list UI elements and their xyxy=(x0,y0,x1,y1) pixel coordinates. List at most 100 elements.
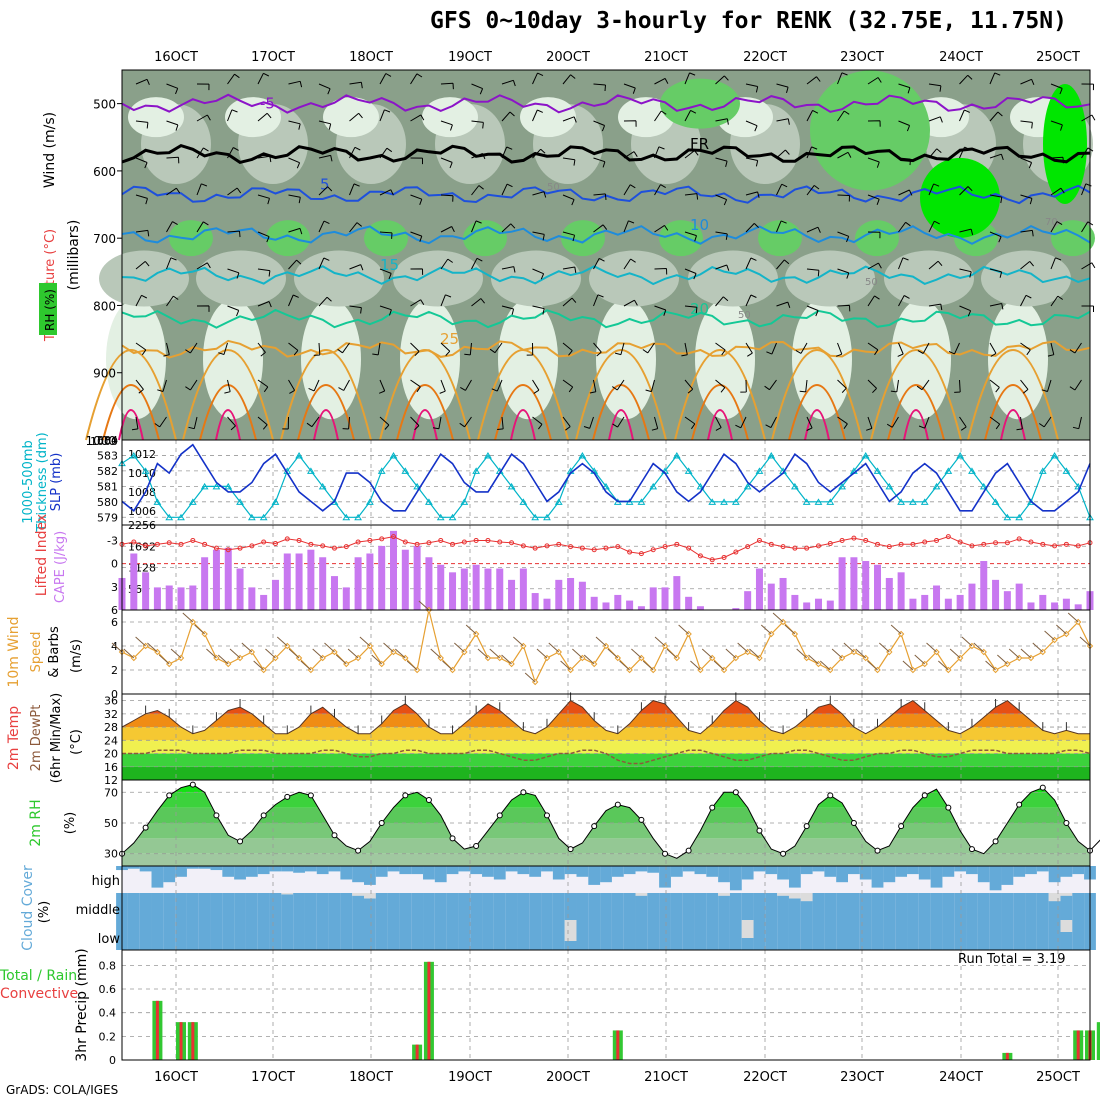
wind-barb xyxy=(157,379,167,392)
thickness-point xyxy=(484,451,492,459)
wind-barb xyxy=(562,266,577,273)
wind-barb xyxy=(867,231,881,239)
wind-barb xyxy=(654,146,665,159)
surface-wind-barb xyxy=(265,648,276,659)
cape-bar xyxy=(390,530,398,610)
middle-cloud-bar xyxy=(340,893,353,920)
wind-barb xyxy=(282,416,289,430)
wind-barb xyxy=(166,257,177,270)
thickness-point xyxy=(909,498,917,505)
wind-barb xyxy=(196,83,210,91)
lifted-index-point xyxy=(438,537,444,543)
wind-barb xyxy=(928,183,940,196)
temp-color-band xyxy=(122,740,1090,754)
isotherm-30 xyxy=(477,349,569,441)
low-cloud-bar xyxy=(729,920,742,950)
surface-wind-barb xyxy=(666,648,678,659)
high-cloud-bar xyxy=(1072,866,1085,875)
isotherm-40 xyxy=(1000,409,1026,441)
cloud-axis-label: Cloud Cover xyxy=(20,865,36,951)
low-cloud-bar xyxy=(600,920,612,950)
surface-wind-barb xyxy=(465,624,477,635)
wind-barb xyxy=(989,194,1003,204)
surface-wind-barb xyxy=(701,648,713,659)
high-cloud-bar xyxy=(234,866,246,880)
lifted-index-point xyxy=(756,537,762,543)
rh-moist-blob xyxy=(884,250,974,307)
wind-barb xyxy=(623,184,636,196)
wind-barb xyxy=(867,157,880,168)
middle-cloud-bar xyxy=(623,893,636,920)
wind-barb xyxy=(318,154,333,162)
cape-bar xyxy=(1074,604,1082,610)
wind-barb xyxy=(166,221,178,233)
rh-point xyxy=(968,846,975,853)
top-date-label: 20OCT xyxy=(546,50,590,65)
temp-tick-label: 32 xyxy=(104,708,118,721)
wind-barb xyxy=(440,294,452,307)
wind-barb xyxy=(257,268,271,277)
rh-humid-blob xyxy=(659,220,703,257)
wind-barb xyxy=(306,416,320,428)
high-cloud-bar xyxy=(670,866,683,877)
high-cloud-bar xyxy=(281,866,294,872)
wind-barb xyxy=(410,73,423,85)
rh-moist-blob xyxy=(294,250,384,307)
surface-wind-barb xyxy=(949,648,961,659)
middle-cloud-bar xyxy=(694,893,707,920)
surface-wind-barb xyxy=(572,648,583,659)
cape-bar xyxy=(755,568,763,610)
wind-barb xyxy=(776,83,789,94)
top-date-label: 16OCT xyxy=(154,50,198,65)
temp-tick-label: 12 xyxy=(104,774,118,787)
low-cloud-bar xyxy=(411,920,424,950)
wind-barb xyxy=(989,153,1004,161)
middle-cloud-bar xyxy=(977,893,990,920)
precip-tick-label: 0.6 xyxy=(99,983,117,996)
thickness-point xyxy=(802,498,811,505)
wind-barb xyxy=(776,183,788,196)
isotherm-35 xyxy=(691,384,749,441)
lifted-index-point xyxy=(579,545,585,551)
wind-barb xyxy=(562,231,576,242)
li-tick-label: 0 xyxy=(111,558,118,571)
wind-barb xyxy=(227,305,240,317)
wind-barb xyxy=(654,77,669,85)
surface-wind-barb xyxy=(1079,636,1091,647)
wind-barb xyxy=(764,379,777,391)
wind-barb xyxy=(1016,416,1023,431)
high-cloud-bar xyxy=(1036,866,1049,872)
wind-barb xyxy=(898,157,911,166)
wind-barb xyxy=(715,342,726,356)
cape-bar xyxy=(366,553,374,610)
high-cloud-bar xyxy=(611,866,624,877)
wind-barb xyxy=(440,120,453,131)
wind-barb xyxy=(623,299,638,307)
middle-cloud-bar xyxy=(222,893,235,920)
wind-barb xyxy=(532,191,547,198)
middle-cloud-bar xyxy=(859,893,872,920)
wind-barb xyxy=(188,416,198,430)
surface-wind-barb xyxy=(713,660,725,671)
cape-bar xyxy=(673,576,681,610)
wind-barb xyxy=(928,116,943,123)
cape-bar xyxy=(260,594,268,610)
surface-wind-barb xyxy=(1008,648,1020,659)
wind-barb xyxy=(989,342,997,357)
wind-barb xyxy=(684,268,697,280)
wind-barb xyxy=(593,157,606,168)
rh-point xyxy=(543,812,550,819)
wind10-barbs-label: & Barbs xyxy=(47,626,62,678)
wind-barb xyxy=(318,186,333,196)
rh-tick-label: 50 xyxy=(104,817,118,830)
li-tick-label: -3 xyxy=(107,534,118,547)
high-cloud-bar xyxy=(1025,866,1037,875)
wind10-units-label: (m/s) xyxy=(69,639,84,673)
wind-barb xyxy=(837,268,850,279)
footer-credit: GrADS: COLA/IGES xyxy=(6,1083,119,1097)
middle-cloud-bar xyxy=(423,893,435,920)
wind-barb xyxy=(349,81,363,89)
pressure-tick-label: 1000 xyxy=(85,434,116,448)
wind-barb xyxy=(715,416,722,431)
high-cloud-bar xyxy=(930,866,943,888)
